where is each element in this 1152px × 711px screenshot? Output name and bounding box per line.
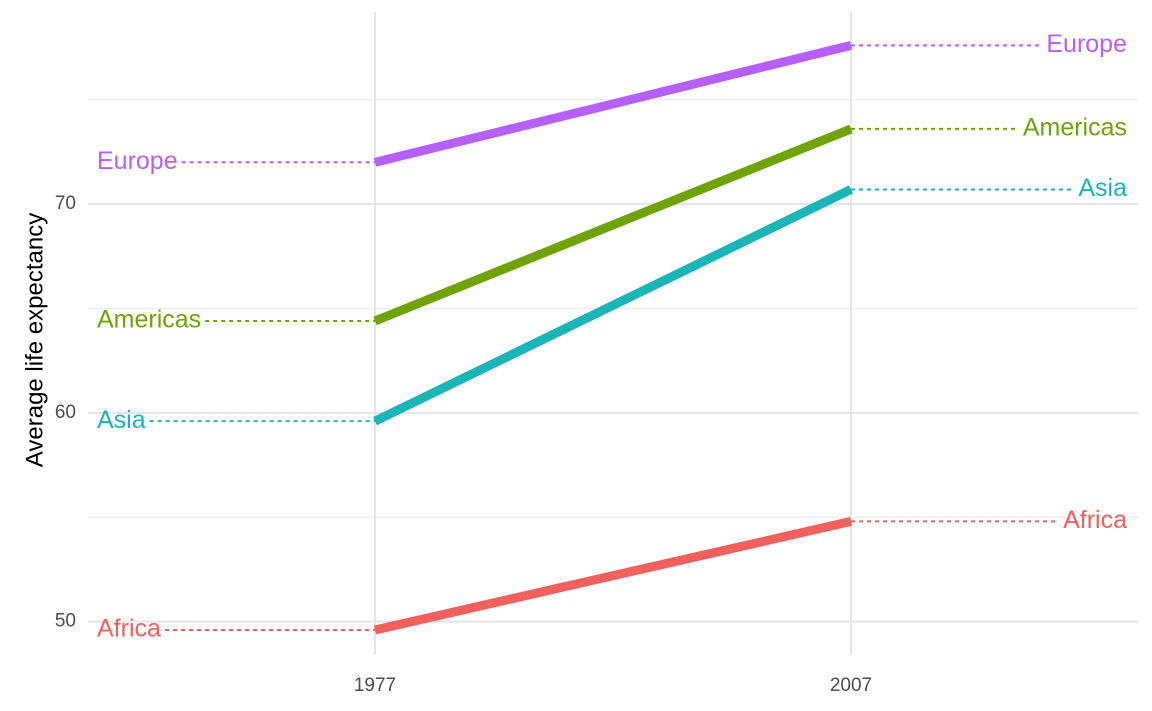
y-tick-label: 70 <box>55 193 76 214</box>
left-label: Europe <box>97 147 178 175</box>
y-axis-title: Average life expectancy <box>21 213 48 467</box>
left-label: Africa <box>97 615 161 643</box>
series-line <box>373 124 853 326</box>
left-label: Asia <box>97 406 146 434</box>
series-line <box>373 517 853 635</box>
y-tick-label: 50 <box>55 611 76 632</box>
y-tick-label: 60 <box>55 402 76 423</box>
right-label: Asia <box>1078 174 1127 202</box>
x-tick-label: 2007 <box>830 675 872 696</box>
series-line <box>373 41 853 167</box>
right-label: Africa <box>1063 506 1127 534</box>
right-label: Americas <box>1023 114 1127 142</box>
left-label: Americas <box>97 306 201 334</box>
right-label: Europe <box>1046 30 1127 58</box>
series-line <box>373 185 853 426</box>
x-tick-label: 1977 <box>354 675 396 696</box>
